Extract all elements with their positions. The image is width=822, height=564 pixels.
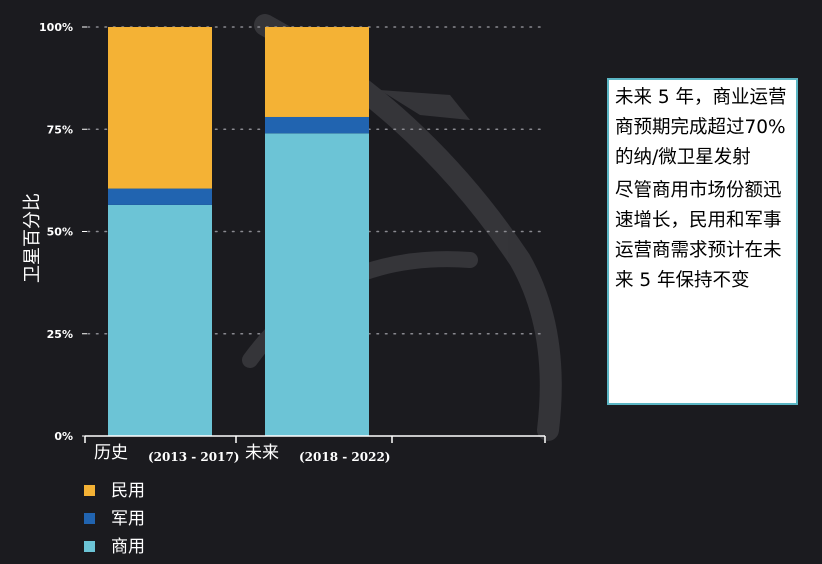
bars-layer	[108, 27, 369, 436]
annotation-box: 未来 5 年，商业运营商预期完成超过70%的纳/微卫星发射 尽管商用市场份额迅速…	[607, 78, 798, 405]
y-tick-label: 0%	[54, 430, 73, 443]
bar-future-军用	[265, 116, 369, 134]
legend-swatch	[84, 541, 95, 552]
x-category-label: 未来	[245, 443, 279, 463]
bar-future-商用	[265, 133, 369, 436]
y-tick-label: 50%	[47, 226, 73, 239]
bar-history-军用	[108, 188, 212, 205]
legend-label: 商用	[111, 537, 145, 557]
annotation-paragraph-1: 未来 5 年，商业运营商预期完成超过70%的纳/微卫星发射	[615, 87, 787, 168]
x-category-range-label: (2013 - 2017)	[148, 450, 240, 464]
annotation-paragraph-2: 尽管商用市场份额迅速增长，民用和军事运营商需求预计在未来 5 年保持不变	[615, 180, 782, 291]
x-category-label: 历史	[94, 443, 128, 463]
bar-history-民用	[108, 27, 212, 189]
y-tick-label: 75%	[47, 123, 73, 136]
legend-label: 军用	[111, 509, 145, 529]
y-tick-label: 25%	[47, 328, 73, 341]
x-axis: 历史 (2013 - 2017) 未来 (2018 - 2022)	[84, 435, 546, 464]
y-axis-label: 卫星百分比	[22, 193, 43, 283]
bar-history-商用	[108, 204, 212, 436]
legend-label: 民用	[111, 481, 145, 501]
bar-future-民用	[265, 27, 369, 117]
x-category-range-label: (2018 - 2022)	[299, 450, 391, 464]
legend-swatch	[84, 513, 95, 524]
y-tick-label: 100%	[39, 21, 73, 34]
y-axis-ticks: 0% 25% 50% 75% 100%	[39, 21, 87, 443]
legend-swatch	[84, 485, 95, 496]
